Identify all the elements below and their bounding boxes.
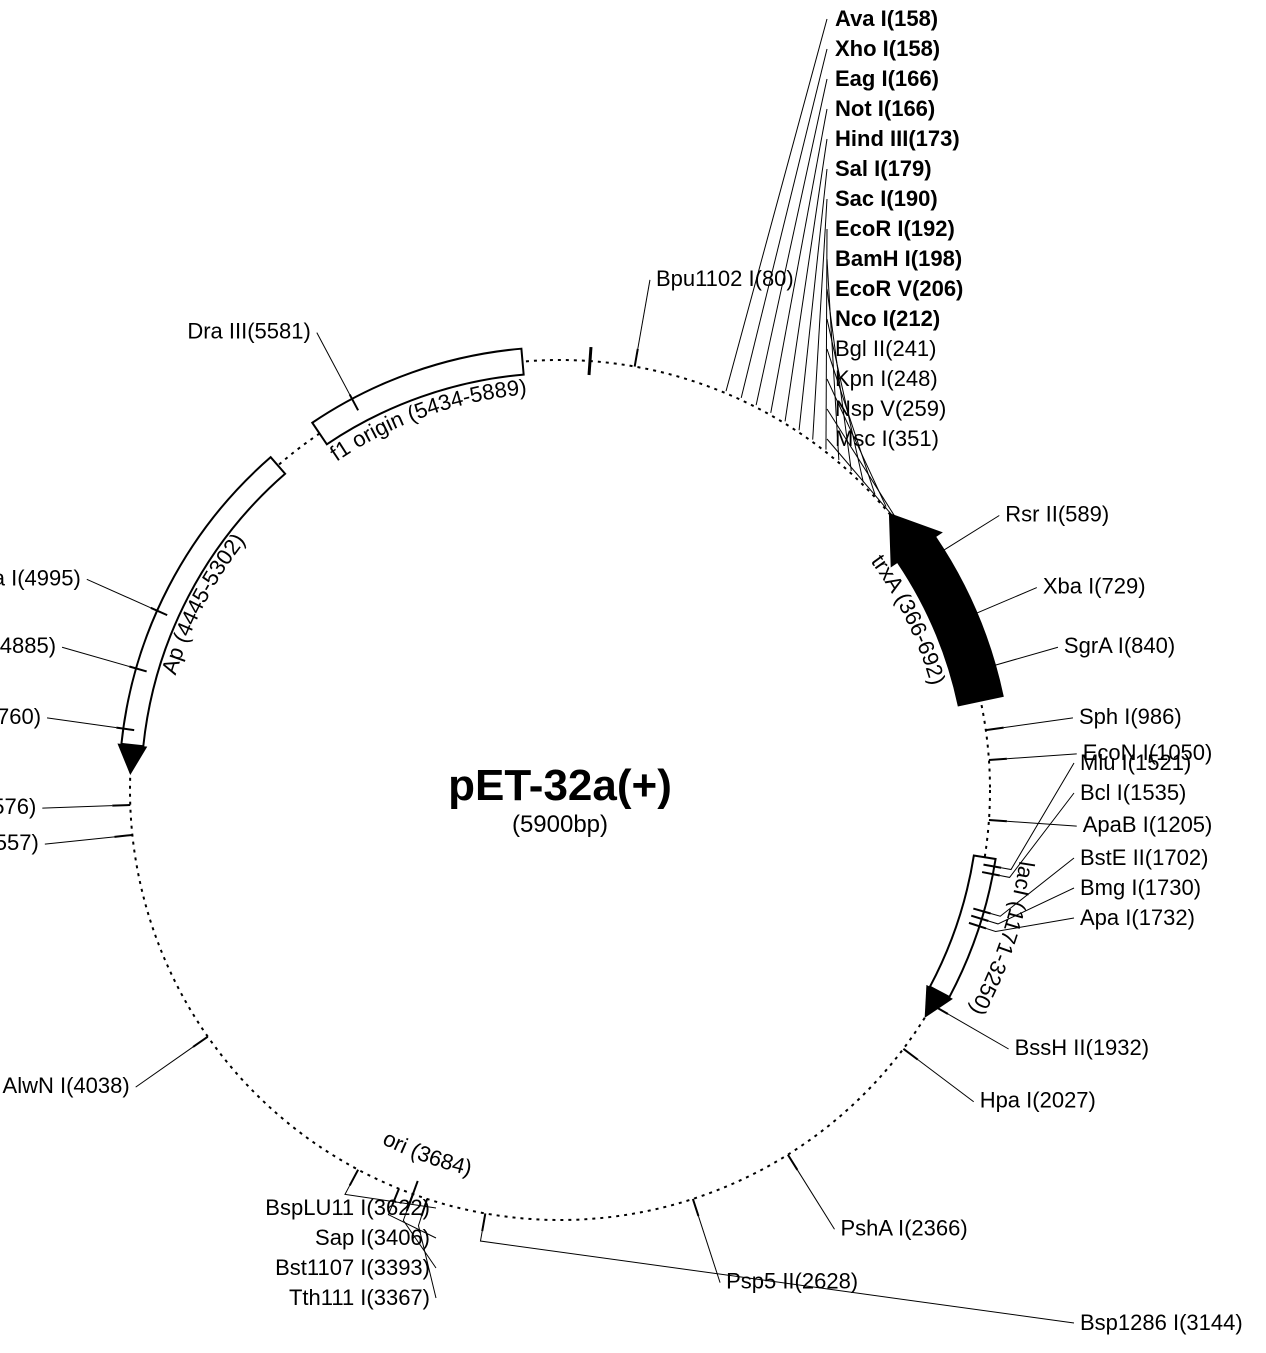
- site-label: BspLU11 I(3622): [265, 1195, 430, 1220]
- plasmid-size: (5900bp): [512, 811, 608, 838]
- site-label: Xba I(729): [1043, 574, 1146, 599]
- site-label: Bpu1102 I(80): [656, 266, 794, 291]
- site-label: Mlu I(1521): [1080, 750, 1191, 775]
- mcs-site: Msc I(351): [835, 426, 939, 451]
- site-label: Sap I(3406): [315, 1225, 430, 1250]
- mcs-site: Sac I(190): [835, 186, 938, 211]
- site-label: Pvu I(4885): [0, 633, 56, 658]
- t7-region: [589, 347, 591, 375]
- site-label: Bst1107 I(3393): [275, 1255, 430, 1280]
- site-label: Tth111 I(3367): [289, 1285, 430, 1310]
- site-leader: [1001, 763, 1074, 870]
- site-tick: [989, 759, 1007, 760]
- site-leader: [42, 806, 112, 808]
- site-label: Bcl I(1535): [1080, 780, 1186, 805]
- site-tick: [112, 805, 130, 806]
- mcs-leader: [726, 19, 827, 391]
- mcs-site: Hind III(173): [835, 126, 960, 151]
- site-leader: [317, 333, 350, 395]
- site-label: Sca I(4995): [0, 565, 81, 590]
- site-leader: [136, 1047, 193, 1087]
- site-label: BssH II(1932): [1015, 1035, 1149, 1060]
- mcs-site: Kpn I(248): [835, 366, 938, 391]
- site-tick: [114, 835, 132, 837]
- site-label: Bsa I(4576): [0, 794, 36, 819]
- site-tick: [903, 1049, 917, 1060]
- site-leader: [991, 647, 1058, 666]
- site-leader: [948, 1014, 1009, 1049]
- site-label: Eam1105 I(4557): [0, 830, 39, 855]
- site-label: Psp5 II(2628): [726, 1269, 858, 1294]
- site-tick: [350, 1170, 358, 1186]
- plasmid-name: pET-32a(+): [448, 761, 672, 810]
- site-leader: [62, 647, 129, 666]
- mcs-site: Ava I(158): [835, 6, 938, 31]
- site-tick: [693, 1199, 699, 1216]
- site-label: Apa I(1732): [1080, 905, 1195, 930]
- site-tick: [193, 1037, 208, 1047]
- site-leader: [638, 280, 650, 349]
- site-label: Bmg I(1730): [1080, 875, 1201, 900]
- site-leader: [1007, 821, 1077, 826]
- mcs-site: Xho I(158): [835, 36, 940, 61]
- svg-text:ori (3684): ori (3684): [379, 1125, 474, 1180]
- mcs-site: Not I(166): [835, 96, 935, 121]
- mcs-site: Sal I(179): [835, 156, 932, 181]
- mcs-site: BamH I(198): [835, 246, 962, 271]
- mcs-site: Nco I(212): [835, 306, 940, 331]
- site-leader: [47, 718, 116, 728]
- mcs-leader: [771, 109, 827, 413]
- mcs-site: EcoR V(206): [835, 276, 963, 301]
- site-label: Sph I(986): [1079, 704, 1182, 729]
- site-tick: [635, 349, 638, 367]
- site-tick: [989, 820, 1007, 821]
- site-tick: [986, 728, 1004, 731]
- site-label: PshA I(2366): [840, 1215, 967, 1240]
- site-leader: [918, 1060, 974, 1102]
- site-tick: [482, 1213, 485, 1231]
- mcs-site: Bgl II(241): [835, 336, 937, 361]
- site-tick: [788, 1155, 798, 1170]
- site-label: Pst I(4760): [0, 704, 41, 729]
- site-leader: [1004, 718, 1073, 728]
- site-label: Hpa I(2027): [980, 1088, 1096, 1113]
- site-label: Rsr II(589): [1005, 502, 1109, 527]
- site-label: ApaB I(1205): [1083, 812, 1213, 837]
- site-leader: [797, 1170, 834, 1229]
- site-leader: [1007, 754, 1077, 759]
- mcs-site: Nsp V(259): [835, 396, 946, 421]
- mcs-leader: [827, 439, 907, 532]
- site-label: Bsp1286 I(3144): [1080, 1310, 1243, 1335]
- site-label: BstE II(1702): [1080, 845, 1208, 870]
- site-label: Dra III(5581): [187, 319, 311, 344]
- mcs-site: EcoR I(192): [835, 216, 955, 241]
- site-leader: [87, 579, 151, 607]
- site-label: AlwN I(4038): [3, 1073, 130, 1098]
- site-leader: [940, 516, 999, 553]
- site-leader: [972, 588, 1036, 615]
- site-label: SgrA I(840): [1064, 633, 1175, 658]
- mcs-site: Eag I(166): [835, 66, 939, 91]
- site-leader: [45, 837, 115, 844]
